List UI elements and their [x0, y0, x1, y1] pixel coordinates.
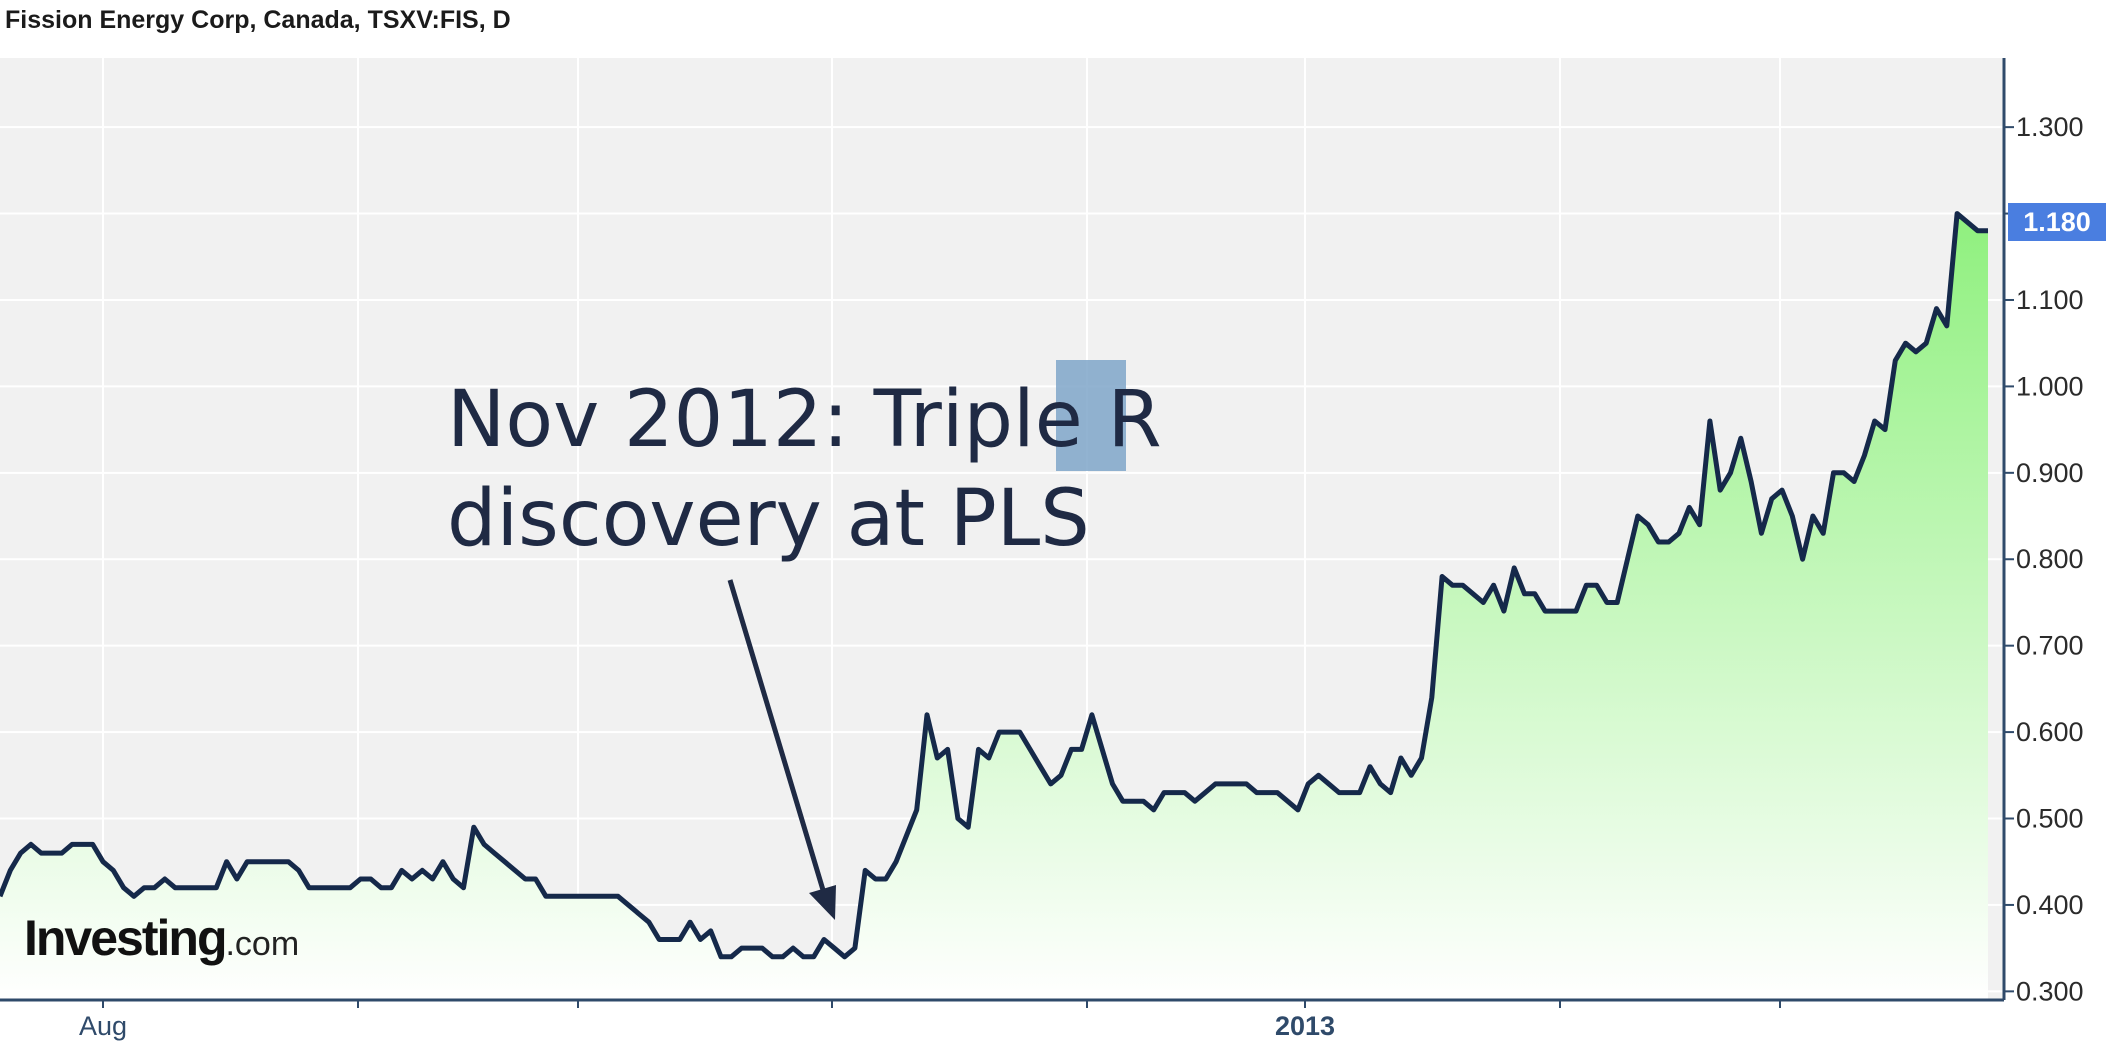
y-tick-label: 0.600	[2016, 717, 2084, 747]
chart-title: Fission Energy Corp, Canada, TSXV:FIS, D	[5, 6, 511, 34]
price-line	[0, 211, 1988, 960]
annotation-arrow-shaft	[727, 579, 826, 891]
y-tick-label: 0.500	[2016, 804, 2084, 834]
investing-logo: Investing.com	[24, 910, 299, 966]
annotation-arrow-head	[809, 885, 836, 920]
price-badge-background	[2008, 203, 2106, 241]
annotation: Nov 2012: Triple R discovery at PLS	[447, 360, 1162, 920]
annotation-line-1-prefix: Nov 2012: Triple	[447, 375, 1108, 465]
annotation-line-2: discovery at PLS	[447, 474, 1090, 564]
y-tick-label: 0.700	[2016, 631, 2084, 661]
price-badge-value: 1.180	[2023, 207, 2091, 237]
logo-name: Investing	[24, 910, 225, 966]
y-tick-label: 0.300	[2016, 976, 2084, 1006]
annotation-highlighted-letter: R	[1108, 375, 1162, 465]
x-tick-label: 2013	[1275, 1011, 1335, 1041]
price-badge: 1.180	[2008, 203, 2106, 241]
x-axis: Aug 2013	[0, 58, 2006, 1041]
y-axis: 1.3001.2001.1001.0000.9000.8000.7000.600…	[2004, 112, 2084, 1006]
y-tick-label: 0.900	[2016, 458, 2084, 488]
y-tick-label: 1.300	[2016, 112, 2084, 142]
x-tick-label: Aug	[79, 1011, 127, 1041]
investing-logo-text: Investing.com	[24, 910, 299, 966]
logo-domain: .com	[225, 925, 299, 963]
y-tick-label: 1.100	[2016, 285, 2084, 315]
price-area-fill	[0, 213, 1988, 1001]
y-tick-label: 1.000	[2016, 371, 2084, 401]
y-tick-label: 0.800	[2016, 544, 2084, 574]
annotation-line-1: Nov 2012: Triple R	[447, 375, 1162, 465]
text-highlight	[1056, 360, 1126, 471]
y-tick-label: 0.400	[2016, 890, 2084, 920]
